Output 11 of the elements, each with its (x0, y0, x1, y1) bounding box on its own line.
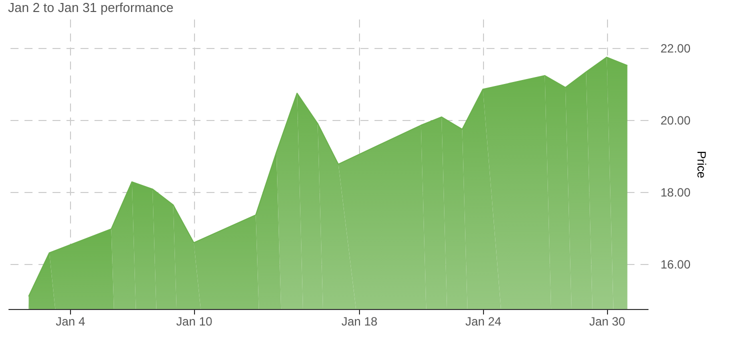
x-tick-label: Jan 30 (589, 314, 626, 328)
chart-title: Jan 2 to Jan 31 performance (8, 0, 174, 15)
x-tick-label: Jan 10 (176, 314, 213, 328)
x-tick-label: Jan 24 (465, 314, 502, 328)
y-axis-title: Price (694, 150, 709, 178)
x-tick-label: Jan 18 (341, 314, 378, 328)
y-tick-label: 20.00 (660, 113, 691, 128)
y-tick-label: 18.00 (660, 185, 691, 200)
y-tick-label: 22.00 (660, 41, 691, 56)
y-tick-label: 16.00 (660, 257, 691, 272)
x-tick-label: Jan 4 (56, 314, 86, 328)
